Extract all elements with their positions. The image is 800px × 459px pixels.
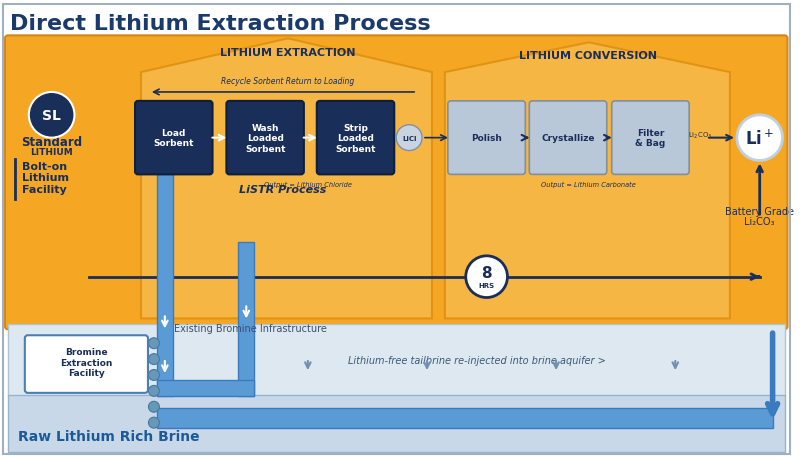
Text: SL: SL (42, 109, 61, 123)
Text: Load
Sorbent: Load Sorbent (154, 129, 194, 148)
Text: Strip
Loaded
Sorbent: Strip Loaded Sorbent (335, 123, 376, 153)
Circle shape (466, 256, 507, 298)
Text: HRS: HRS (478, 282, 494, 288)
Text: Lithium-free tailbrine re-injected into brine aquifer >: Lithium-free tailbrine re-injected into … (348, 355, 606, 365)
Text: LITHIUM CONVERSION: LITHIUM CONVERSION (519, 51, 657, 61)
FancyBboxPatch shape (612, 102, 689, 175)
Text: Raw Lithium Rich Brine: Raw Lithium Rich Brine (18, 429, 199, 442)
Text: Recycle Sorbent Return to Loading: Recycle Sorbent Return to Loading (222, 77, 354, 86)
Text: LiSTR Process: LiSTR Process (239, 185, 326, 195)
FancyBboxPatch shape (5, 36, 787, 330)
FancyBboxPatch shape (317, 102, 394, 175)
Text: Existing Bromine Infrastructure: Existing Bromine Infrastructure (174, 324, 326, 334)
Circle shape (149, 417, 159, 428)
Text: Bromine
Extraction
Facility: Bromine Extraction Facility (60, 347, 113, 377)
Circle shape (396, 125, 422, 151)
Text: Li$_2$CO$_3$: Li$_2$CO$_3$ (688, 130, 713, 140)
Text: Output = Lithium Carbonate: Output = Lithium Carbonate (542, 182, 636, 188)
FancyBboxPatch shape (25, 336, 148, 393)
FancyBboxPatch shape (226, 102, 304, 175)
Text: Crystallize: Crystallize (542, 134, 594, 143)
FancyBboxPatch shape (530, 102, 606, 175)
FancyBboxPatch shape (238, 242, 254, 396)
Circle shape (29, 93, 74, 138)
Text: Direct Lithium Extraction Process: Direct Lithium Extraction Process (10, 13, 430, 34)
Circle shape (149, 386, 159, 397)
Text: 8: 8 (482, 266, 492, 280)
Polygon shape (141, 39, 432, 319)
Text: LITHIUM EXTRACTION: LITHIUM EXTRACTION (220, 48, 356, 58)
Text: Standard: Standard (21, 136, 82, 149)
Text: LITHIUM: LITHIUM (30, 148, 73, 157)
FancyBboxPatch shape (157, 380, 254, 396)
Polygon shape (445, 43, 730, 319)
Text: LiCl: LiCl (402, 135, 416, 141)
FancyBboxPatch shape (135, 102, 213, 175)
FancyBboxPatch shape (157, 408, 773, 428)
Circle shape (149, 402, 159, 412)
Text: Filter
& Bag: Filter & Bag (635, 129, 666, 148)
FancyBboxPatch shape (157, 173, 173, 396)
Text: Li$^+$: Li$^+$ (745, 129, 774, 148)
Text: Wash
Loaded
Sorbent: Wash Loaded Sorbent (245, 123, 286, 153)
Circle shape (149, 338, 159, 349)
Text: Bolt-on
Lithium
Facility: Bolt-on Lithium Facility (22, 162, 69, 195)
Circle shape (737, 116, 782, 161)
Circle shape (149, 354, 159, 365)
FancyBboxPatch shape (8, 395, 785, 453)
Text: Polish: Polish (471, 134, 502, 143)
Text: Li₂CO₃: Li₂CO₃ (745, 217, 775, 227)
FancyBboxPatch shape (448, 102, 526, 175)
FancyBboxPatch shape (8, 325, 785, 396)
Text: Battery Grade: Battery Grade (725, 207, 794, 217)
Circle shape (149, 369, 159, 381)
Text: Output = Lithium Chloride: Output = Lithium Chloride (264, 182, 352, 188)
